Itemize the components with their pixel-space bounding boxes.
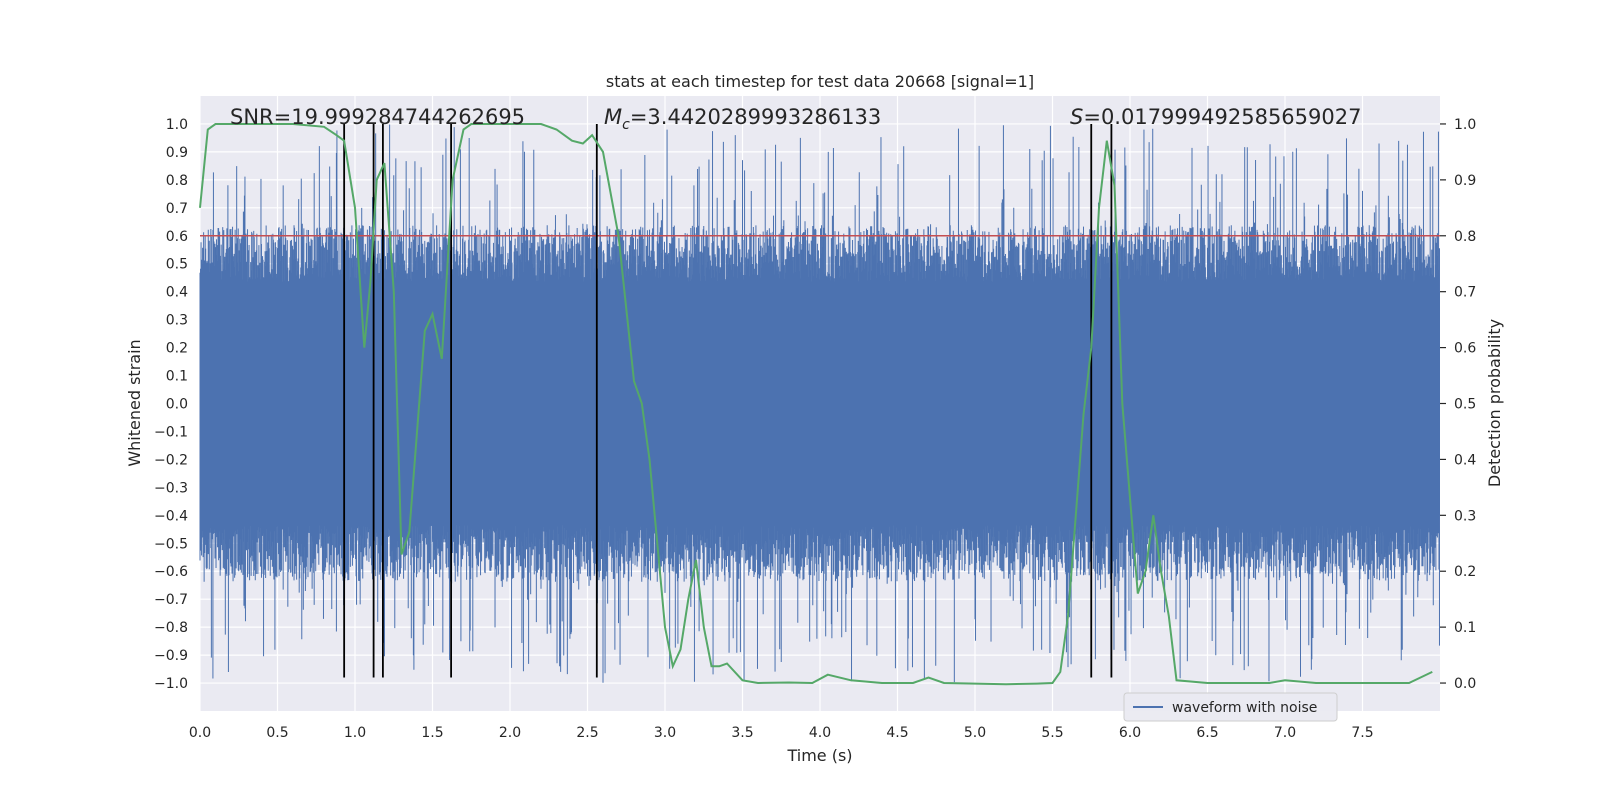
x-axis-label: Time (s)	[786, 746, 852, 765]
y-tick-label: −0.3	[154, 480, 188, 496]
y2-tick-label: 0.8	[1454, 229, 1476, 245]
chirp-mass-symbol: M	[604, 105, 622, 129]
s-value: =0.017999492585659027	[1083, 105, 1361, 129]
legend-label: waveform with noise	[1172, 700, 1317, 716]
y-tick-label: −0.6	[154, 564, 188, 580]
detection-probability-line	[199, 123, 1433, 686]
y2-tick-label: 1.0	[1454, 117, 1476, 133]
x-tick-label: 1.5	[421, 725, 443, 741]
x-tick-label: 5.5	[1041, 725, 1063, 741]
y2-tick-label: 0.5	[1454, 397, 1476, 413]
y-tick-label: −0.5	[154, 536, 188, 552]
x-tick-label: 7.5	[1351, 725, 1373, 741]
y-tick-label: −0.7	[154, 592, 188, 608]
y-tick-label: −0.8	[154, 620, 188, 636]
chirp-mass-value: =3.4420289993286133	[630, 105, 881, 129]
chirp-mass-subscript: c	[622, 117, 630, 133]
y2-axis-ticks: 1.0 0.9 0.8 0.7 0.6 0.5 0.4 0.3 0.2 0.1 0.0	[1440, 117, 1476, 692]
x-tick-label: 3.5	[731, 725, 753, 741]
y2-tick-label: 0.9	[1454, 173, 1476, 189]
x-tick-label: 0.0	[189, 725, 211, 741]
x-tick-label: 3.0	[654, 725, 676, 741]
legend: waveform with noise	[1123, 692, 1338, 722]
x-tick-label: 2.0	[499, 725, 521, 741]
y-axis-label: Whitened strain	[125, 339, 144, 466]
y2-axis-label: Detection probability	[1485, 319, 1504, 487]
y-tick-label: 0.0	[166, 397, 188, 413]
y-tick-label: 0.3	[166, 313, 188, 329]
y-tick-label: −0.2	[154, 452, 188, 468]
y-tick-label: 0.4	[166, 285, 188, 301]
chirp-mass-annotation: Mc=3.4420289993286133	[604, 105, 881, 133]
y-tick-label: 0.2	[166, 341, 188, 357]
chart-title: stats at each timestep for test data 206…	[606, 72, 1034, 91]
y-tick-label: 0.8	[166, 173, 188, 189]
x-tick-label: 2.5	[576, 725, 598, 741]
y-tick-label: −1.0	[154, 676, 188, 692]
y-tick-label: 0.6	[166, 229, 188, 245]
x-tick-label: 6.0	[1119, 725, 1141, 741]
y2-tick-label: 0.0	[1454, 676, 1476, 692]
x-tick-label: 0.5	[266, 725, 288, 741]
x-tick-label: 4.5	[886, 725, 908, 741]
y2-tick-label: 0.3	[1454, 508, 1476, 524]
y2-tick-label: 0.4	[1454, 452, 1476, 468]
y-tick-label: 0.5	[166, 257, 188, 273]
y-tick-label: 0.1	[166, 369, 188, 385]
x-tick-label: 7.0	[1274, 725, 1296, 741]
waveform-series	[199, 124, 1440, 683]
s-symbol: S	[1070, 105, 1083, 129]
x-tick-label: 5.0	[964, 725, 986, 741]
y-tick-label: −0.4	[154, 508, 188, 524]
y2-tick-label: 0.2	[1454, 564, 1476, 580]
y-tick-label: 0.7	[166, 201, 188, 217]
x-axis-ticks: 0.0 0.5 1.0 1.5 2.0 2.5 3.0 3.5 4.0 4.5 5.0 5.5 6.0 6…	[189, 725, 1374, 741]
y-tick-label: 0.9	[166, 145, 188, 161]
y2-tick-label: 0.7	[1454, 285, 1476, 301]
y2-tick-label: 0.1	[1454, 620, 1476, 636]
y-tick-label: −0.1	[154, 424, 188, 440]
y-tick-label: −0.9	[154, 648, 188, 664]
waveform-core	[200, 291, 1440, 516]
legend-box	[1123, 692, 1338, 722]
y-tick-label: 1.0	[166, 117, 188, 133]
x-tick-label: 4.0	[809, 725, 831, 741]
snr-annotation: SNR=19.999284744262695	[230, 105, 525, 129]
y-axis-ticks: 1.0 0.9 0.8 0.7 0.6 0.5 0.4 0.3 0.2 0.1 0.0 −0.1 −0.…	[154, 117, 188, 692]
x-tick-label: 1.0	[344, 725, 366, 741]
y2-tick-label: 0.6	[1454, 341, 1476, 357]
s-annotation: S=0.017999492585659027	[1070, 105, 1361, 129]
x-tick-label: 6.5	[1196, 725, 1218, 741]
